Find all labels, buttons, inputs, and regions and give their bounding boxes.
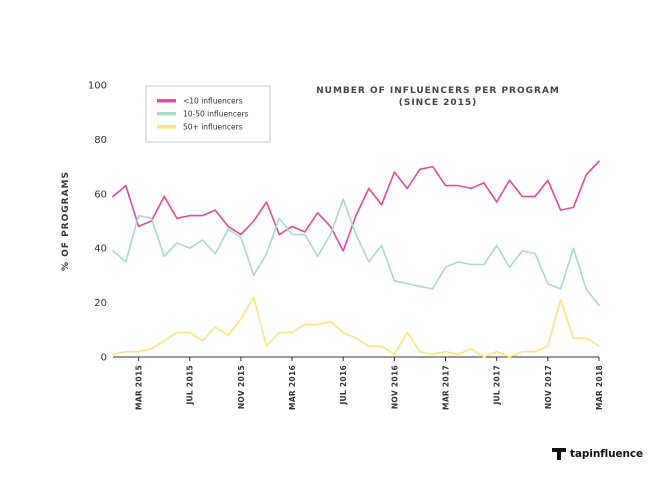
series-line-3 <box>112 296 600 358</box>
legend-swatch <box>157 112 176 116</box>
x-tick-label: JUL 2016 <box>339 365 348 406</box>
x-tick-label: MAR 2015 <box>135 365 144 410</box>
y-axis-title: % OF PROGRAMS <box>61 171 71 271</box>
chart-subtitle: (SINCE 2015) <box>399 98 478 108</box>
legend-swatch <box>157 125 176 129</box>
y-tick-label: 20 <box>94 298 107 309</box>
y-tick-label: 40 <box>94 244 107 255</box>
chart-titles: NUMBER OF INFLUENCERS PER PROGRAM (SINCE … <box>316 86 560 108</box>
x-tick-label: NOV 2016 <box>390 365 399 409</box>
y-tick-label: 100 <box>88 81 107 92</box>
legend-label: <10 influencers <box>183 97 243 106</box>
brand-name: tapinfluence <box>570 448 644 460</box>
x-tick-label: MAR 2018 <box>595 365 604 410</box>
x-tick-label: NOV 2017 <box>544 365 553 409</box>
y-tick-label: 0 <box>101 353 107 364</box>
x-tick-label: MAR 2017 <box>442 365 451 410</box>
x-tick-label: NOV 2015 <box>237 365 246 409</box>
y-tick-label: 80 <box>94 135 107 146</box>
y-tick-label: 60 <box>94 189 107 200</box>
legend-label: 10-50 influencers <box>183 110 249 119</box>
legend-swatch <box>157 99 176 103</box>
x-tick-label: JUL 2015 <box>186 365 195 406</box>
chart-axes: 0 20 40 60 80 100 MAR 2015 JUL 2015 NOV 2015 MAR … <box>61 81 604 410</box>
chart-title: NUMBER OF INFLUENCERS PER PROGRAM <box>316 86 560 96</box>
x-tick-label: JUL 2017 <box>493 365 502 406</box>
series-line-2 <box>112 198 600 307</box>
legend-label: 50+ influencers <box>183 123 243 132</box>
chart-legend: <10 influencers 10-50 influencers 50+ infl… <box>145 85 271 143</box>
series-layer <box>112 160 600 358</box>
brand-logo: tapinfluence <box>552 448 643 460</box>
series-line-1 <box>112 160 600 252</box>
tapinfluence-logo-icon <box>552 448 566 460</box>
x-tick-label: MAR 2016 <box>288 365 297 410</box>
